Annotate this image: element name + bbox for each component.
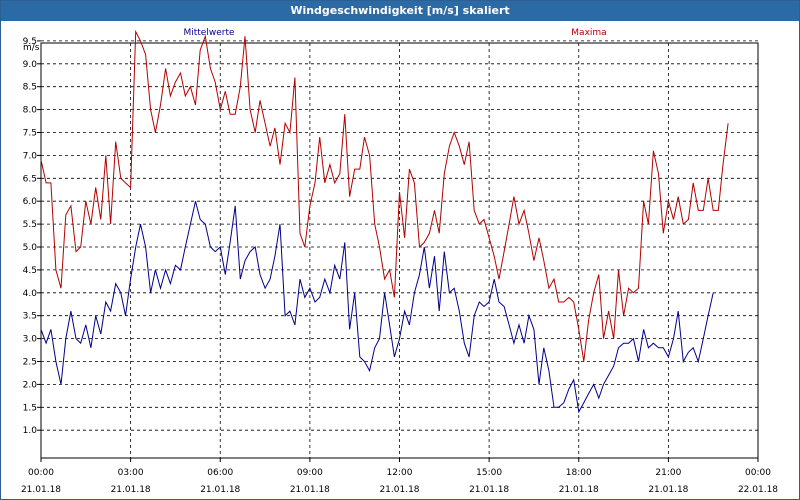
y-tick-label: 3.5: [23, 312, 37, 322]
x-tick-date: 21.01.18: [21, 485, 61, 495]
x-tick-time: 15:00: [476, 468, 502, 478]
y-tick-label: 2.5: [23, 358, 37, 368]
y-axis-unit: m/s: [23, 43, 40, 53]
y-tick-label: 5.5: [23, 220, 37, 230]
chart-svg: Mittelwerte Maxima m/s 1.0 1.5 2.0 2.5 3.0 3.…: [21, 28, 778, 495]
y-tick-label: 7.5: [23, 129, 37, 139]
x-tick-date: 21.01.18: [648, 485, 688, 495]
x-tick-time: 00:00: [28, 468, 54, 478]
x-tick-date: 21.01.18: [200, 485, 240, 495]
x-tick-time: 00:00: [745, 468, 771, 478]
x-tick-time: 03:00: [118, 468, 144, 478]
y-tick-label: 7.0: [23, 151, 38, 161]
y-tick-label: 2.0: [23, 380, 38, 390]
window-title: Windgeschwindigkeit [m/s] skaliert: [1, 1, 799, 21]
y-tick-label: 6.0: [23, 197, 38, 207]
x-tick-date: 21.01.18: [559, 485, 599, 495]
x-tick-time: 06:00: [207, 468, 233, 478]
y-tick-label: 8.0: [23, 106, 38, 116]
x-axis: 00:00 21.01.18 03:00 21.01.18 06:00 21.01.18 0…: [21, 458, 778, 495]
x-tick-time: 21:00: [655, 468, 681, 478]
x-tick-date: 21.01.18: [290, 485, 330, 495]
y-tick-label: 9.5: [23, 37, 37, 47]
x-tick-date: 21.01.18: [379, 485, 419, 495]
series-line-mittelwerte: [40, 201, 714, 414]
y-tick-label: 9.0: [23, 60, 38, 70]
x-tick-time: 12:00: [387, 468, 413, 478]
y-tick-label: 5.0: [23, 243, 38, 253]
y-tick-label: 6.5: [23, 174, 37, 184]
legend-mittelwerte: Mittelwerte: [183, 28, 234, 38]
legend-maxima: Maxima: [571, 28, 606, 38]
y-tick-label: 4.5: [23, 266, 37, 276]
series-group: [40, 29, 729, 414]
plot-frame: [40, 42, 759, 459]
y-tick-label: 8.5: [23, 83, 37, 93]
x-tick-date: 21.01.18: [111, 485, 151, 495]
y-tick-label: 1.0: [23, 426, 38, 436]
x-tick-time: 09:00: [297, 468, 323, 478]
y-axis: 1.0 1.5 2.0 2.5 3.0 3.5 4.0 4.5 5.0 5.5 6.0 6.5 7.0 7…: [23, 37, 41, 436]
x-tick-date: 22.01.18: [738, 485, 778, 495]
y-tick-label: 1.5: [23, 403, 37, 413]
y-tick-label: 4.0: [23, 289, 38, 299]
series-line-maxima: [40, 29, 729, 362]
y-tick-label: 3.0: [23, 335, 38, 345]
x-tick-date: 21.01.18: [469, 485, 509, 495]
x-tick-time: 18:00: [566, 468, 592, 478]
